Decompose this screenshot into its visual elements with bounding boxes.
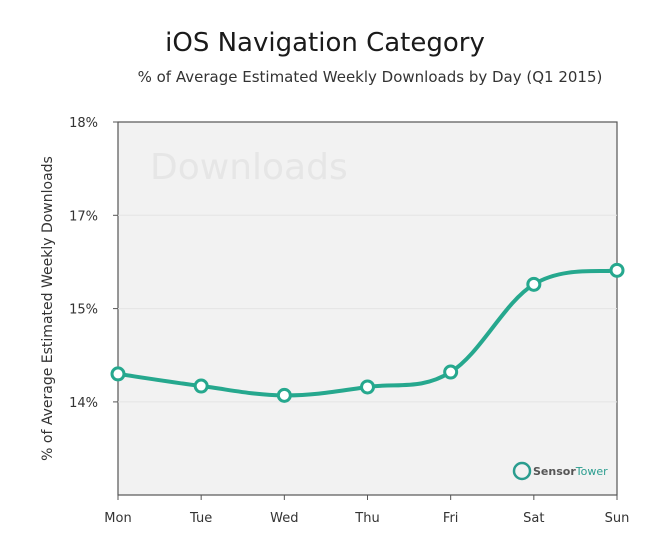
series-points (110, 262, 625, 403)
watermark-text: Downloads (150, 147, 348, 188)
data-point-wed (276, 387, 292, 403)
chart-subtitle: % of Average Estimated Weekly Downloads … (137, 68, 603, 86)
y-axis-ticks: 18% 17% 15% 14% (69, 116, 118, 411)
data-point-sun (609, 262, 625, 278)
brand-tower: Tower (575, 465, 608, 478)
sensortower-icon (512, 461, 532, 481)
y-axis-label: % of Average Estimated Weekly Downloads (40, 156, 56, 461)
x-tick-label: Wed (270, 511, 298, 526)
chart-title: iOS Navigation Category (165, 28, 485, 58)
x-tick-label: Sun (605, 511, 630, 526)
data-point-tue (193, 378, 209, 394)
sensortower-logo: SensorTower (512, 461, 608, 481)
data-point-mon (110, 366, 126, 382)
data-point-thu (360, 379, 375, 395)
x-tick-label: Mon (104, 511, 131, 526)
data-point-sat (526, 276, 542, 292)
x-axis-ticks: Mon Tue Wed Thu Fri Sat Sun (104, 495, 629, 526)
x-tick-label: Tue (189, 511, 212, 526)
x-tick-label: Fri (443, 511, 459, 526)
sensortower-wordmark: SensorTower (533, 465, 608, 478)
y-tick-label: 18% (69, 116, 98, 131)
x-tick-label: Thu (354, 511, 379, 526)
y-tick-label: 14% (69, 396, 98, 411)
y-tick-label: 15% (69, 303, 98, 318)
y-tick-label: 17% (69, 209, 98, 224)
x-tick-label: Sat (523, 511, 544, 526)
brand-sensor: Sensor (533, 465, 576, 478)
grid-lines (118, 214, 617, 403)
data-point-fri (443, 364, 459, 380)
